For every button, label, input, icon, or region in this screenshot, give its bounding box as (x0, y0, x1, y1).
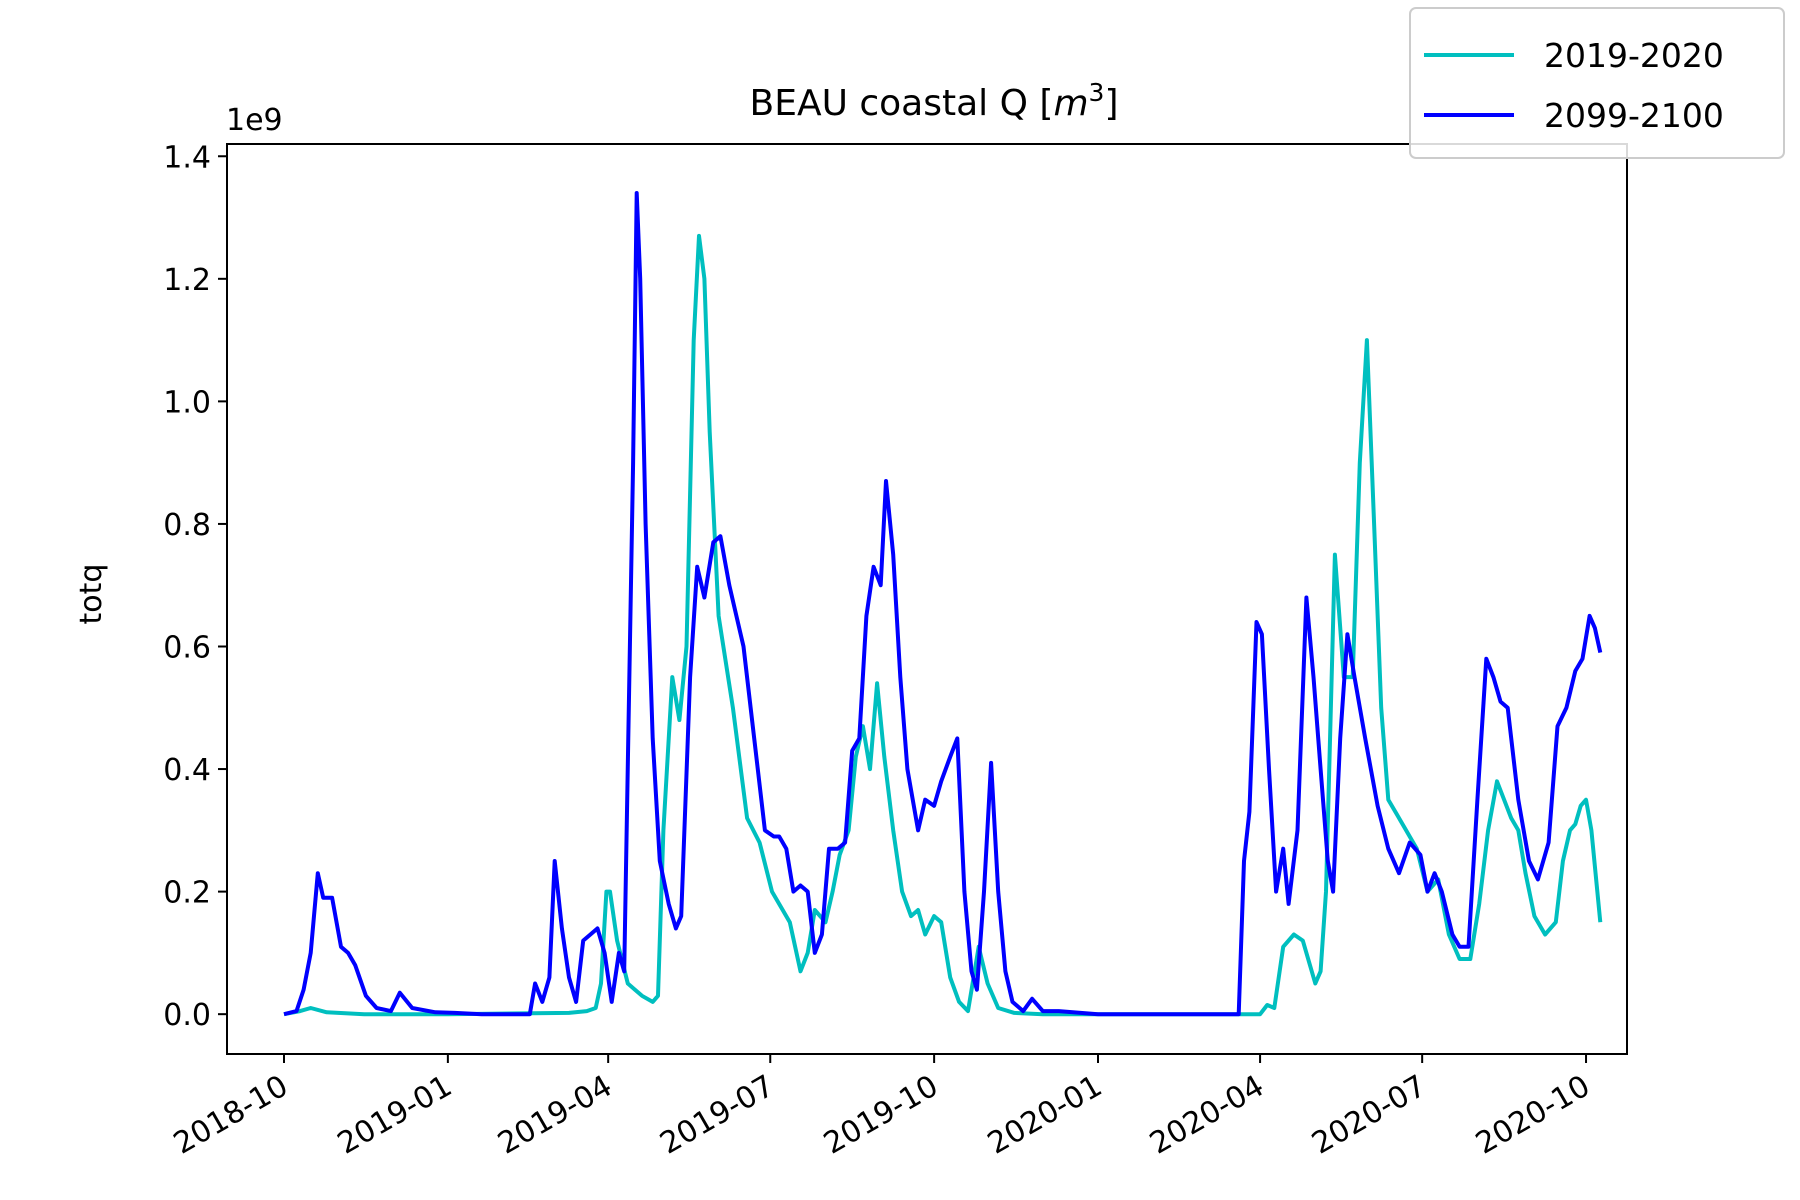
y-tick-label: 0.0 (163, 998, 211, 1033)
x-tick-label: 2020-10 (1470, 1069, 1596, 1162)
series-line-2099-2100 (283, 191, 1603, 1017)
chart-title-math: m (1053, 83, 1088, 124)
x-tick-label: 2019-01 (332, 1069, 458, 1162)
x-tick-label: 2018-10 (168, 1069, 294, 1162)
x-tick-label: 2020-07 (1306, 1069, 1432, 1162)
chart-title: BEAU coastal Q [m3] (750, 78, 1119, 124)
y-axis-label: totq (74, 564, 109, 625)
y-offset-label: 1e9 (226, 103, 283, 138)
y-tick-label: 0.6 (163, 630, 211, 665)
x-tick-label: 2019-07 (654, 1069, 780, 1162)
chart-title-superscript: 3 (1089, 78, 1105, 107)
chart-title-main: BEAU coastal Q [ (750, 83, 1054, 124)
y-tick-label: 0.4 (163, 753, 211, 788)
x-tick-label: 2020-01 (982, 1069, 1108, 1162)
y-axis: 0.0 0.2 0.4 0.6 0.8 1.0 1.2 1.4 (163, 140, 227, 1033)
legend-label-2019-2020: 2019-2020 (1544, 36, 1724, 75)
y-tick-label: 1.0 (163, 385, 211, 420)
y-tick-label: 0.8 (163, 508, 211, 543)
legend-frame (1409, 7, 1785, 159)
y-tick-label: 0.2 (163, 876, 211, 911)
y-tick-label: 1.2 (163, 263, 211, 298)
y-tick-label: 1.4 (163, 140, 211, 175)
legend-label-2099-2100: 2099-2100 (1544, 96, 1724, 135)
x-tick-label: 2019-04 (492, 1069, 618, 1162)
x-tick-label: 2019-10 (818, 1069, 944, 1162)
chart-title-end: ] (1104, 83, 1118, 124)
series-line-2019-2020 (283, 233, 1603, 1017)
plot-frame (226, 143, 1628, 1055)
x-axis: 2018-10 2019-01 2019-04 2019-07 2019-10 2020-… (168, 1054, 1596, 1162)
series-layer (283, 191, 1603, 1017)
legend: 2019-2020 2099-2100 (1409, 7, 1785, 159)
x-tick-label: 2020-04 (1144, 1069, 1270, 1162)
